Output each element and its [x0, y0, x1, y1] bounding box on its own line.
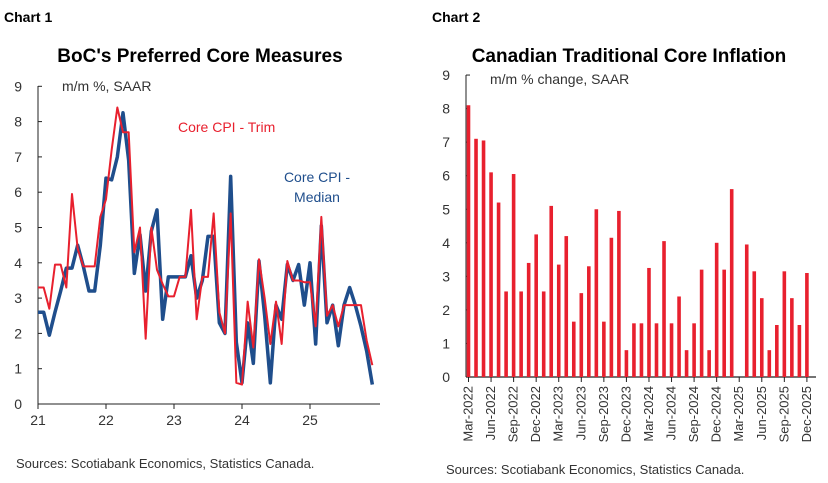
bar	[534, 234, 538, 377]
x-tick-label: Sep-2024	[686, 386, 701, 442]
y-axis-label: m/m %, SAAR	[62, 78, 151, 94]
y-tick-label: 2	[14, 325, 22, 341]
y-tick-label: 5	[14, 220, 22, 236]
y-tick-label: 2	[442, 302, 450, 318]
y-tick-label: 0	[14, 396, 22, 412]
bar	[805, 272, 809, 377]
x-tick-label: 22	[98, 412, 114, 428]
bar	[511, 174, 516, 377]
bar	[556, 264, 561, 377]
bar	[602, 321, 606, 377]
y-tick-label: 9	[442, 67, 450, 83]
y-tick-label: 4	[14, 255, 22, 271]
x-tick-label: Sep-2023	[596, 386, 611, 442]
bar	[699, 269, 704, 377]
source-note: Sources: Scotiabank Economics, Statistic…	[16, 456, 314, 471]
bar	[504, 291, 508, 377]
y-tick-label: 6	[442, 168, 450, 184]
bar	[632, 323, 636, 377]
panel-label: Chart 2	[432, 9, 480, 25]
bar	[707, 350, 711, 377]
bar	[624, 350, 629, 377]
y-tick-label: 5	[442, 201, 450, 217]
bar	[669, 323, 674, 377]
chart-title: Canadian Traditional Core Inflation	[472, 46, 787, 67]
bar	[541, 291, 546, 377]
bar	[759, 298, 764, 377]
bar	[662, 241, 666, 377]
x-tick-label: Dec-2024	[709, 386, 724, 442]
legend-label-trim: Core CPI - Trim	[178, 119, 275, 135]
x-tick-label: Mar-2023	[551, 386, 566, 442]
x-tick-label: Jun-2022	[483, 386, 498, 440]
bar	[579, 293, 584, 377]
x-tick-label: Jun-2024	[664, 386, 679, 440]
bar	[782, 271, 787, 377]
source-note: Sources: Scotiabank Economics, Statistic…	[446, 462, 744, 477]
y-tick-label: 8	[14, 114, 22, 130]
bar	[526, 262, 531, 377]
bar	[519, 291, 523, 377]
x-tick-label: 23	[166, 412, 182, 428]
bar	[767, 350, 772, 377]
bar	[564, 236, 569, 377]
x-tick-label: Dec-2023	[618, 386, 633, 442]
bar	[617, 210, 621, 377]
y-tick-label: 7	[442, 134, 450, 150]
bar	[639, 323, 644, 377]
y-tick-label: 6	[14, 184, 22, 200]
x-tick-label: Mar-2025	[731, 386, 746, 442]
y-tick-label: 4	[442, 235, 450, 251]
x-tick-label: Mar-2022	[461, 386, 476, 442]
panel-label: Chart 1	[4, 9, 52, 25]
bar	[797, 324, 802, 377]
bar	[752, 271, 757, 377]
x-tick-label: 21	[30, 412, 46, 428]
bar	[594, 209, 599, 377]
bar	[677, 296, 681, 377]
bar	[654, 323, 659, 377]
bar	[587, 266, 591, 377]
y-tick-label: 1	[442, 335, 450, 351]
x-tick-label: 25	[302, 412, 318, 428]
y-tick-label: 3	[442, 268, 450, 284]
bar	[647, 267, 651, 377]
chart-title: BoC's Preferred Core Measures	[57, 46, 342, 67]
y-tick-label: 7	[14, 149, 22, 165]
bar	[684, 350, 689, 377]
x-tick-label: Sep-2022	[506, 386, 521, 442]
y-tick-label: 0	[442, 369, 450, 385]
y-tick-label: 3	[14, 290, 22, 306]
x-tick-label: 24	[234, 412, 250, 428]
x-tick-label: Jun-2023	[573, 386, 588, 440]
y-tick-label: 8	[442, 101, 450, 117]
y-tick-label: 9	[14, 78, 22, 94]
bar	[481, 140, 486, 377]
series-line-trim	[38, 106, 374, 386]
x-tick-label: Dec-2025	[799, 386, 814, 442]
x-tick-label: Mar-2024	[641, 386, 656, 442]
bar	[466, 105, 471, 378]
x-tick-label: Dec-2022	[528, 386, 543, 442]
x-tick-label: Sep-2025	[776, 386, 791, 442]
bar	[489, 172, 493, 377]
bar	[790, 298, 794, 377]
bar	[571, 321, 576, 377]
bar	[722, 269, 726, 377]
bar	[729, 189, 734, 377]
legend-label-median: Core CPI -	[284, 169, 350, 185]
bar	[744, 244, 749, 377]
bar	[474, 138, 478, 377]
bar	[692, 323, 696, 377]
y-tick-label: 1	[14, 361, 22, 377]
bar	[714, 242, 719, 377]
x-tick-label: Jun-2025	[754, 386, 769, 440]
y-axis-label: m/m % change, SAAR	[490, 71, 629, 87]
bar	[549, 205, 554, 377]
bar	[775, 324, 779, 377]
bar	[496, 202, 501, 377]
legend-label-median: Median	[294, 189, 340, 205]
bar	[609, 237, 614, 377]
